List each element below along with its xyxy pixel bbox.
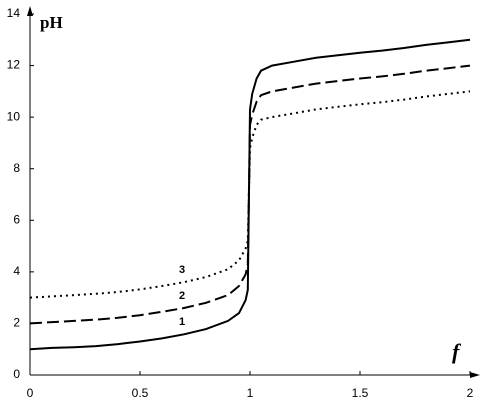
y-tick-label: 6 — [13, 212, 20, 226]
x-tick-label: 1 — [247, 386, 254, 400]
x-tick-label: 2 — [467, 386, 474, 400]
curve-label: 3 — [179, 264, 185, 276]
y-tick-label: 2 — [13, 316, 20, 330]
y-tick-label: 4 — [13, 264, 20, 278]
y-tick-label: 12 — [7, 58, 21, 72]
curve — [29, 38, 471, 351]
y-tick-label: 8 — [13, 161, 20, 175]
curve — [29, 64, 471, 325]
curve-label: 2 — [179, 290, 185, 302]
x-tick-label: 0 — [27, 386, 34, 400]
x-axis-label: f — [452, 339, 462, 364]
y-tick-label: 0 — [13, 367, 20, 381]
y-tick-label: 10 — [7, 109, 21, 123]
y-tick-label: 14 — [7, 6, 21, 20]
curve-label: 1 — [179, 316, 185, 328]
x-tick-label: 0.5 — [132, 386, 149, 400]
x-tick-label: 1.5 — [352, 386, 369, 400]
x-axis-arrow — [470, 372, 480, 378]
curve — [29, 90, 471, 299]
y-axis-label: pH — [40, 13, 63, 32]
